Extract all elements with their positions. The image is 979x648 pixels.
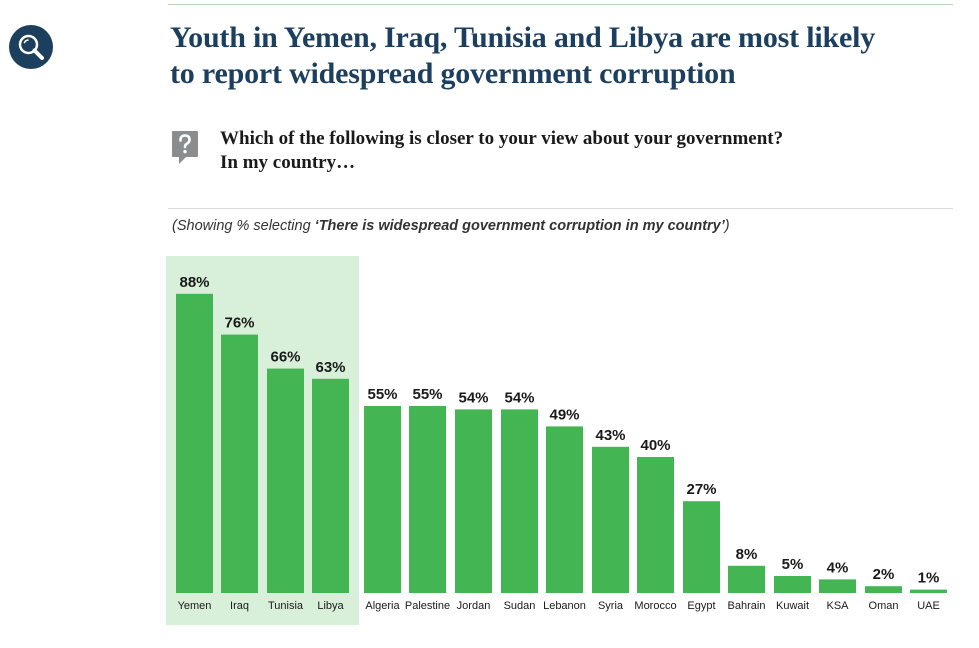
title-line-2: to report widespread government corrupti…: [170, 57, 736, 90]
value-label-uae: 1%: [918, 570, 940, 587]
note-suffix: ): [724, 218, 730, 234]
value-label-yemen: 88%: [179, 274, 209, 291]
category-label-uae: UAE: [917, 600, 940, 612]
category-label-sudan: Sudan: [504, 600, 536, 612]
value-label-jordan: 54%: [458, 389, 488, 406]
value-label-egypt: 27%: [686, 481, 716, 498]
bar-jordan: [455, 409, 492, 593]
bar-kuwait: [774, 576, 811, 593]
bar-ksa: [819, 579, 856, 593]
category-label-oman: Oman: [869, 600, 899, 612]
bar-sudan: [501, 409, 538, 593]
category-label-egypt: Egypt: [687, 600, 715, 612]
question-line-1: Which of the following is closer to your…: [220, 128, 784, 149]
bar-tunisia: [267, 368, 304, 593]
value-label-iraq: 76%: [224, 315, 254, 332]
bar-morocco: [637, 457, 674, 593]
category-label-palestine: Palestine: [405, 600, 450, 612]
bar-syria: [592, 446, 629, 593]
value-label-ksa: 4%: [827, 559, 849, 576]
page-title: Youth in Yemen, Iraq, Tunisia and Libya …: [170, 20, 875, 92]
bar-algeria: [364, 406, 401, 593]
category-label-morocco: Morocco: [634, 600, 676, 612]
survey-question: Which of the following is closer to your…: [220, 127, 783, 175]
bar-uae: [910, 589, 947, 593]
bar-lebanon: [546, 426, 583, 593]
category-label-ksa: KSA: [826, 600, 849, 612]
question-mark-icon: [172, 131, 198, 164]
title-line-1: Youth in Yemen, Iraq, Tunisia and Libya …: [170, 21, 876, 54]
category-label-yemen: Yemen: [178, 600, 212, 612]
note-emphasis: ‘There is widespread government corrupti…: [314, 218, 725, 234]
bar-iraq: [221, 334, 258, 593]
value-label-libya: 63%: [315, 359, 345, 376]
category-label-iraq: Iraq: [230, 600, 249, 612]
category-label-bahrain: Bahrain: [728, 600, 766, 612]
category-label-lebanon: Lebanon: [543, 600, 586, 612]
value-label-tunisia: 66%: [270, 349, 300, 366]
value-label-kuwait: 5%: [782, 556, 804, 573]
category-label-jordan: Jordan: [457, 600, 491, 612]
search-icon: [18, 34, 44, 60]
value-label-palestine: 55%: [412, 386, 442, 403]
value-label-syria: 43%: [595, 427, 625, 444]
search-badge: [9, 25, 53, 69]
bar-yemen: [176, 293, 213, 593]
question-line-2: In my country…: [220, 152, 356, 173]
bar-egypt: [683, 501, 720, 593]
bar-palestine: [409, 406, 446, 593]
value-label-algeria: 55%: [367, 386, 397, 403]
value-label-oman: 2%: [873, 566, 895, 583]
category-label-syria: Syria: [598, 600, 624, 612]
bar-oman: [865, 586, 902, 593]
note-prefix: (Showing % selecting: [172, 218, 315, 234]
top-divider: [168, 4, 953, 5]
category-label-kuwait: Kuwait: [776, 600, 809, 612]
section-divider: [168, 208, 953, 209]
bar-bahrain: [728, 565, 765, 593]
value-label-morocco: 40%: [640, 437, 670, 454]
bar-libya: [312, 378, 349, 593]
value-label-bahrain: 8%: [736, 546, 758, 563]
category-label-libya: Libya: [317, 600, 344, 612]
value-label-lebanon: 49%: [549, 406, 579, 423]
category-label-algeria: Algeria: [365, 600, 400, 612]
value-label-sudan: 54%: [504, 389, 534, 406]
category-label-tunisia: Tunisia: [268, 600, 304, 612]
chart-note: (Showing % selecting ‘There is widesprea…: [172, 218, 730, 234]
